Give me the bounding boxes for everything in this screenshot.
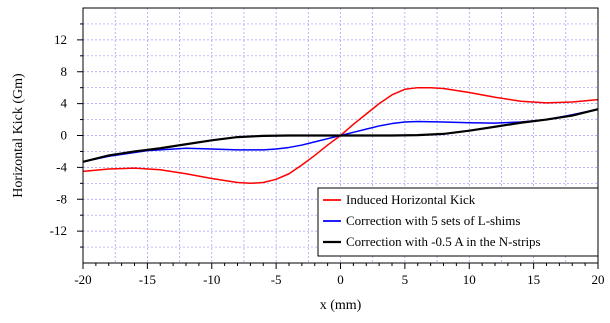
series-line-2 [82,108,599,163]
series-lines [82,86,599,185]
axes: -20 -15 -10 -5 0 5 10 15 20 -12 -8 -4 0 4 8 12 [50,7,605,287]
x-tick-label: 15 [527,272,540,287]
x-tick-label: -20 [74,272,91,287]
legend-entry-2: Correction with 5 sets of L-shims [346,213,520,228]
x-tick-label: -15 [139,272,156,287]
x-tick-label: -5 [271,272,282,287]
legend-entry-1: Induced Horizontal Kick [346,192,476,207]
y-tick-label: -4 [56,159,67,174]
y-tick-label: -8 [56,191,67,206]
x-tick-label: 5 [402,272,409,287]
series-line-3 [82,108,599,163]
legend: Induced Horizontal Kick Correction with 5… [317,187,599,257]
y-tick-label: 0 [61,128,68,143]
y-axis-label: Horizontal Kick (Gm) [11,73,26,198]
legend-box [317,187,599,257]
y-tick-label: 8 [61,64,68,79]
x-axis-label: x (mm) [320,298,362,313]
x-tick-label: -10 [203,272,220,287]
y-tick-label: 12 [54,32,67,47]
y-tick-label: -12 [50,223,67,238]
y-tick-label: 4 [61,96,68,111]
legend-entry-3: Correction with -0.5 A in the N-strips [346,234,541,249]
x-tick-label: 10 [463,272,476,287]
x-tick-label: 20 [592,272,605,287]
x-tick-label: 0 [337,272,344,287]
